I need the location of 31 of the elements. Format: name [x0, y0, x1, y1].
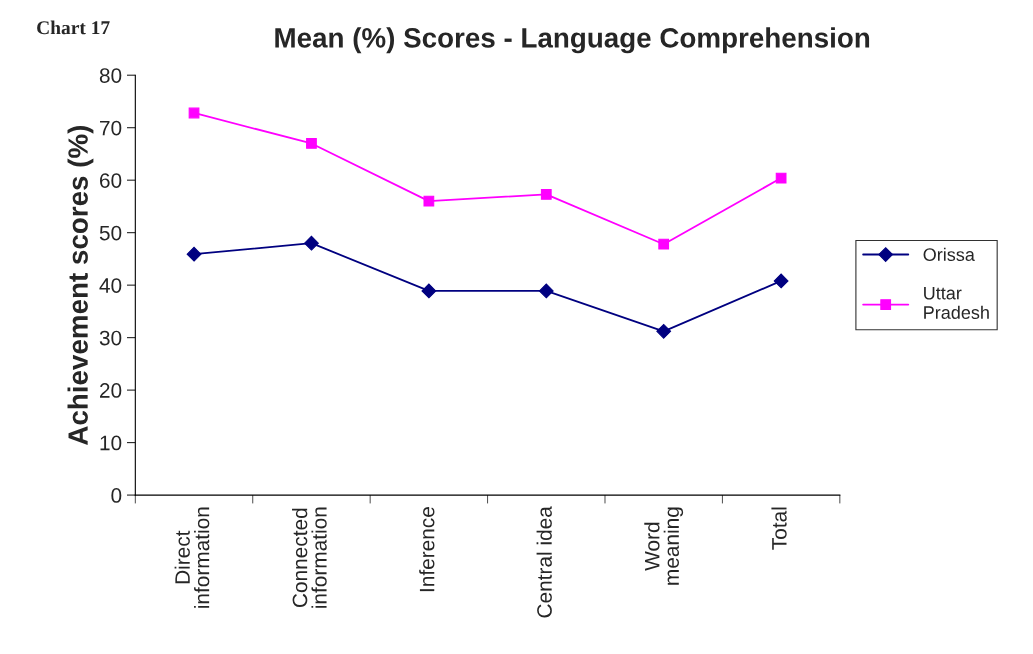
point	[421, 283, 437, 299]
caption: Chart 17	[37, 20, 110, 35]
point	[538, 283, 554, 299]
point	[656, 323, 672, 339]
x-tick-label: Connected information	[292, 507, 327, 608]
point	[423, 195, 435, 207]
point	[304, 235, 319, 251]
y-tick-label: 70	[100, 120, 122, 136]
y-tick-label: 10	[100, 435, 122, 451]
point	[306, 138, 317, 149]
y-tick-label: 20	[100, 383, 122, 398]
y-tick-label: 40	[99, 278, 122, 293]
point	[658, 238, 670, 250]
x-tick-label: Inference	[419, 507, 435, 592]
point	[775, 172, 787, 184]
y-tick-label: 0	[111, 488, 122, 503]
y-tick-label: 80	[99, 68, 122, 83]
legend-label: Orissa	[923, 247, 975, 262]
y-tick-label: 30	[99, 330, 122, 346]
x-tick-label: Central idea	[536, 506, 552, 618]
point	[186, 246, 202, 262]
y-tick-label: 50	[99, 225, 122, 241]
x-tick-label: Direct information	[174, 507, 210, 608]
point	[540, 188, 552, 200]
x-tick-label: Total	[771, 507, 787, 550]
y-axis-title: Achievement scores (%)	[67, 125, 94, 445]
legend-label: Uttar Pradesh	[924, 286, 989, 319]
y-tick-label: 60	[100, 173, 122, 188]
chart-title: Mean (%) Scores - Language Comprehension	[275, 27, 870, 54]
point	[773, 273, 789, 289]
x-tick-label: Word meaning	[644, 507, 684, 585]
